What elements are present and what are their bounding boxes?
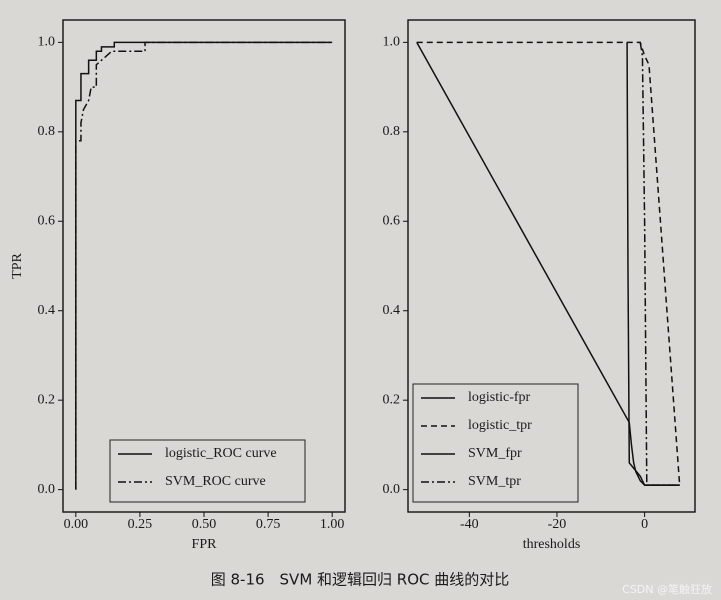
x-axis-label: thresholds — [523, 537, 581, 552]
y-tick-label: 0.8 — [38, 124, 56, 139]
y-axis-label: TPR — [10, 253, 25, 279]
caption: 图 8-16 SVM 和逻辑回归 ROC 曲线的对比 — [211, 571, 510, 589]
y-tick-label: 0.0 — [383, 482, 401, 497]
series-line — [626, 42, 680, 486]
y-tick-label: 1.0 — [383, 35, 401, 50]
y-tick-label: 0.6 — [383, 213, 401, 228]
series-line — [639, 42, 680, 486]
legend-label: logistic-fpr — [468, 390, 531, 405]
series-line — [416, 41, 681, 486]
x-tick-label: 0.50 — [192, 517, 217, 532]
y-tick-label: 0.2 — [38, 392, 56, 407]
y-tick-label: 0.0 — [38, 482, 56, 497]
plot-frame — [407, 19, 696, 513]
legend-label: logistic_ROC curve — [165, 446, 277, 461]
y-tick-label: 1.0 — [38, 35, 56, 50]
legend-label: logistic_tpr — [468, 418, 532, 433]
x-tick-label: 0.75 — [256, 517, 281, 532]
legend-label: SVM_fpr — [468, 446, 522, 461]
x-axis-label: FPR — [192, 537, 218, 552]
watermark: CSDN @笔触狂放 — [622, 582, 712, 596]
y-tick-label: 0.8 — [383, 124, 401, 139]
legend-box — [109, 439, 306, 503]
series-line — [75, 41, 333, 490]
y-tick-label: 0.6 — [38, 213, 56, 228]
x-tick-label: -20 — [548, 517, 567, 532]
legend-label: SVM_tpr — [468, 474, 521, 489]
y-tick-label: 0.4 — [383, 303, 401, 318]
y-tick-label: 0.4 — [38, 303, 56, 318]
legend-box — [412, 383, 579, 503]
x-tick-label: 0.25 — [128, 517, 153, 532]
x-tick-label: 0.00 — [64, 517, 89, 532]
x-tick-label: 1.00 — [320, 517, 345, 532]
series-line — [416, 41, 680, 486]
x-tick-label: 0 — [641, 517, 648, 532]
plot-frame — [62, 19, 346, 513]
y-tick-label: 0.2 — [383, 392, 401, 407]
x-tick-label: -40 — [460, 517, 479, 532]
legend-label: SVM_ROC curve — [165, 474, 266, 489]
series-line — [75, 41, 333, 490]
